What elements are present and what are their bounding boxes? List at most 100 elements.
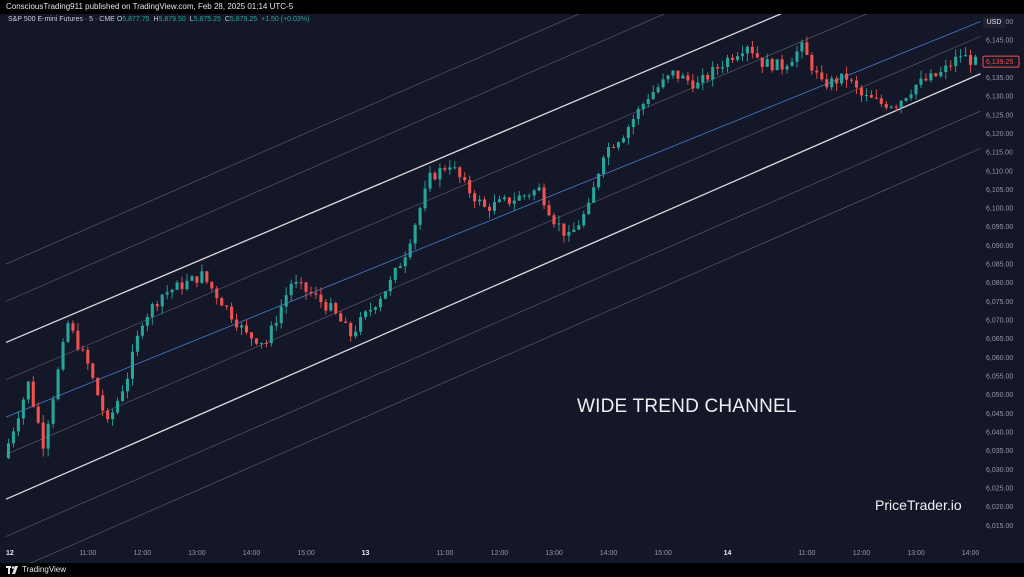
candle-body (909, 94, 913, 99)
candle-body (220, 298, 224, 306)
candle-body (616, 142, 620, 148)
time-tick-label: 13 (362, 550, 370, 557)
channel-lines (5, 14, 981, 563)
candle-body (155, 304, 159, 307)
candle-body (413, 224, 417, 244)
candle-body (274, 323, 278, 326)
time-tick-label: 15:00 (654, 550, 672, 557)
candle-body (641, 103, 645, 109)
candle-body (240, 325, 244, 328)
candle-body (284, 295, 288, 307)
tradingview-logo-icon (6, 566, 18, 574)
candle-body (969, 55, 973, 65)
chart-area[interactable] (0, 14, 1024, 563)
candle-body (71, 323, 75, 331)
candle-body (607, 147, 611, 158)
price-axis[interactable]: 6,150.006,145.006,140.006,135.006,130.00… (982, 19, 1020, 530)
candle-body (418, 208, 422, 225)
candle-body (507, 197, 511, 204)
candle-body (681, 75, 685, 79)
candle-body (750, 46, 754, 54)
price-tick-label: 6,090.00 (986, 243, 1013, 250)
candle-body (810, 54, 814, 71)
candle-body (755, 53, 759, 58)
candle-body (398, 266, 402, 268)
high-label: H (153, 16, 159, 23)
close-label: C (224, 16, 230, 23)
symbol-legend[interactable]: S&P 500 E-mini Futures · 5 · CME O5,877.… (8, 16, 309, 23)
price-tick-label: 6,035.00 (986, 448, 1013, 455)
candlestick-chart[interactable]: 6,150.006,145.006,140.006,135.006,130.00… (0, 14, 1024, 563)
candle-body (522, 195, 526, 197)
candle-body (230, 306, 234, 320)
candle-body (443, 168, 447, 170)
candle-body (244, 325, 249, 333)
candle-body (765, 59, 769, 67)
candle-body (721, 67, 725, 69)
price-tick-label: 6,105.00 (986, 187, 1013, 194)
candle-body (532, 190, 536, 196)
publisher-text: ConsciousTrading911 published on Trading… (6, 2, 294, 11)
candle-body (879, 98, 883, 104)
candle-body (364, 311, 368, 318)
candle-body (393, 267, 397, 280)
candle-body (552, 215, 556, 225)
candle-body (835, 78, 839, 84)
candle-body (235, 319, 239, 328)
price-tick-label: 6,075.00 (986, 299, 1013, 306)
candle-body (711, 67, 715, 80)
candle-body (944, 65, 948, 73)
candle-body (478, 199, 482, 202)
candle-body (815, 70, 819, 73)
candle-body (249, 332, 254, 339)
candle-body (592, 187, 596, 203)
candle-body (81, 349, 85, 351)
candle-body (795, 51, 799, 62)
publisher-bar: ConsciousTrading911 published on Trading… (0, 0, 1024, 14)
candle-body (468, 180, 472, 194)
candle-body (354, 331, 358, 337)
candle-body (547, 205, 551, 216)
time-tick-label: 14:00 (243, 550, 261, 557)
candle-body (125, 378, 130, 392)
candle-body (130, 351, 134, 379)
candle-body (666, 75, 670, 80)
price-tick-label: 6,030.00 (986, 467, 1013, 474)
candle-body (785, 66, 789, 70)
candle-body (423, 188, 427, 209)
candle-body (800, 42, 804, 52)
footer-brand: TradingView (22, 565, 67, 574)
candle-body (26, 381, 30, 400)
candle-body (497, 199, 501, 203)
candle-body (770, 59, 774, 71)
candle-body (483, 199, 487, 207)
low-label: L (189, 16, 194, 23)
time-axis[interactable]: 12 11:00 12:00 13:00 14:00 15:00 13 11:00 12:00 1… (6, 550, 979, 557)
candle-body (726, 57, 730, 68)
candle-body (195, 276, 199, 283)
price-tick-label: 6,020.00 (986, 504, 1013, 511)
price-tick-label: 6,050.00 (986, 392, 1013, 399)
price-tick-label: 6,100.00 (986, 206, 1013, 213)
candle-body (299, 282, 303, 284)
candle-body (150, 304, 154, 317)
time-tick-label: 12:00 (853, 550, 871, 557)
candle-body (259, 342, 263, 344)
candle-body (676, 70, 680, 79)
candle-body (706, 74, 710, 80)
candle-body (349, 322, 353, 337)
candle-body (339, 313, 343, 322)
price-tick-label: 6,025.00 (986, 486, 1013, 493)
candle-body (140, 325, 144, 336)
candle-body (597, 173, 601, 188)
currency-badge[interactable]: USD (983, 17, 1005, 28)
candle-body (949, 65, 953, 67)
candle-body (91, 363, 95, 378)
candle-body (656, 87, 660, 93)
candle-body (51, 399, 55, 424)
symbol-name: S&P 500 E-mini Futures · 5 · CME (8, 16, 115, 23)
time-tick-label: 12:00 (134, 550, 152, 557)
candle-body (894, 106, 898, 108)
candle-body (408, 243, 412, 258)
candle-body (16, 418, 20, 432)
